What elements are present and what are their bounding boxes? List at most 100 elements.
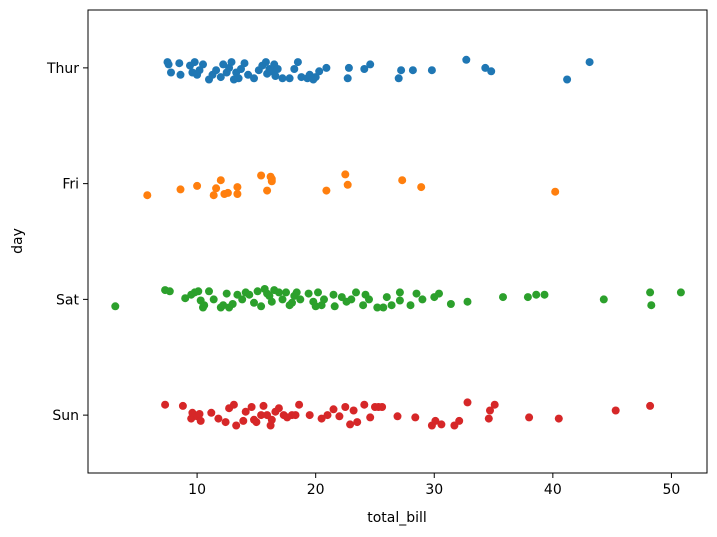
data-point (417, 183, 426, 192)
data-point (484, 414, 493, 423)
data-point (293, 58, 302, 67)
data-point (446, 300, 455, 308)
data-point (352, 288, 360, 297)
data-point (599, 295, 608, 304)
data-point (296, 295, 305, 304)
data-point (257, 171, 266, 180)
data-point (540, 290, 549, 299)
data-point (395, 296, 404, 305)
data-point (209, 295, 218, 304)
data-point (282, 288, 290, 297)
data-point (267, 175, 276, 183)
data-point (320, 295, 328, 304)
data-point (209, 191, 218, 200)
data-point (317, 414, 326, 423)
data-point (343, 74, 352, 83)
data-point (214, 414, 223, 423)
data-point (263, 186, 272, 195)
series-sun (161, 398, 655, 430)
data-point (239, 416, 248, 425)
data-point (200, 301, 209, 310)
data-point (297, 73, 306, 82)
data-point (435, 289, 443, 298)
data-point (462, 55, 471, 64)
data-point (314, 288, 322, 297)
data-point (250, 298, 258, 307)
data-point (222, 289, 231, 298)
data-point (365, 295, 373, 304)
plot-frame (87, 9, 708, 474)
data-point (431, 416, 440, 425)
data-point (394, 74, 403, 83)
data-point (216, 176, 225, 185)
data-point (229, 400, 238, 409)
data-point (205, 287, 213, 296)
data-point (241, 407, 250, 416)
data-point (347, 295, 356, 304)
data-point (227, 58, 236, 67)
data-point (330, 302, 339, 311)
data-point (195, 66, 204, 75)
data-point (346, 420, 355, 429)
data-point (164, 60, 173, 69)
data-point (382, 293, 391, 302)
y-tick-label: Sun (52, 408, 79, 424)
data-point (259, 401, 268, 410)
series-sat (111, 285, 685, 312)
data-point (373, 303, 382, 312)
data-point (463, 398, 472, 407)
data-point (359, 301, 368, 310)
data-point (563, 75, 572, 84)
data-point (237, 65, 245, 73)
data-point (274, 288, 283, 297)
series-fri (143, 170, 560, 200)
data-point (195, 410, 204, 418)
y-tick-label: Fri (62, 177, 79, 193)
data-point (344, 63, 353, 72)
data-point (278, 295, 287, 304)
data-point (238, 295, 247, 304)
data-point (585, 58, 594, 67)
data-point (463, 297, 472, 306)
y-tick-label: Thur (46, 61, 79, 77)
y-tick-label: Sat (56, 292, 79, 308)
data-point (233, 183, 242, 192)
data-point (253, 287, 262, 296)
data-point (646, 288, 655, 297)
data-point (455, 416, 464, 425)
x-axis-label: total_bill (367, 510, 427, 526)
data-point (305, 411, 314, 420)
data-point (165, 287, 174, 296)
data-point (291, 411, 300, 420)
data-point (387, 301, 396, 310)
data-point (322, 186, 331, 195)
data-point (274, 404, 283, 413)
data-point (257, 302, 266, 311)
data-point (487, 67, 496, 76)
data-point (240, 59, 249, 68)
data-point (311, 73, 320, 82)
data-point (212, 184, 221, 193)
data-point (273, 65, 282, 73)
data-point (216, 73, 225, 82)
data-point (295, 400, 304, 409)
x-tick-label: 40 (544, 482, 562, 498)
data-point (244, 70, 253, 79)
data-point (304, 289, 313, 298)
x-axis-ticks: 10 20 30 40 50 (188, 473, 680, 498)
data-point (341, 170, 350, 179)
data-point (267, 297, 276, 306)
plot-background (88, 10, 707, 473)
data-point (551, 187, 560, 196)
data-point (285, 74, 294, 83)
data-point (193, 181, 202, 190)
data-point (343, 180, 352, 189)
data-point (395, 288, 404, 297)
data-point (554, 414, 563, 423)
x-tick-label: 30 (425, 482, 443, 498)
data-point (437, 420, 446, 429)
data-point (290, 65, 299, 73)
data-point (406, 301, 415, 310)
x-tick-label: 50 (663, 482, 681, 498)
